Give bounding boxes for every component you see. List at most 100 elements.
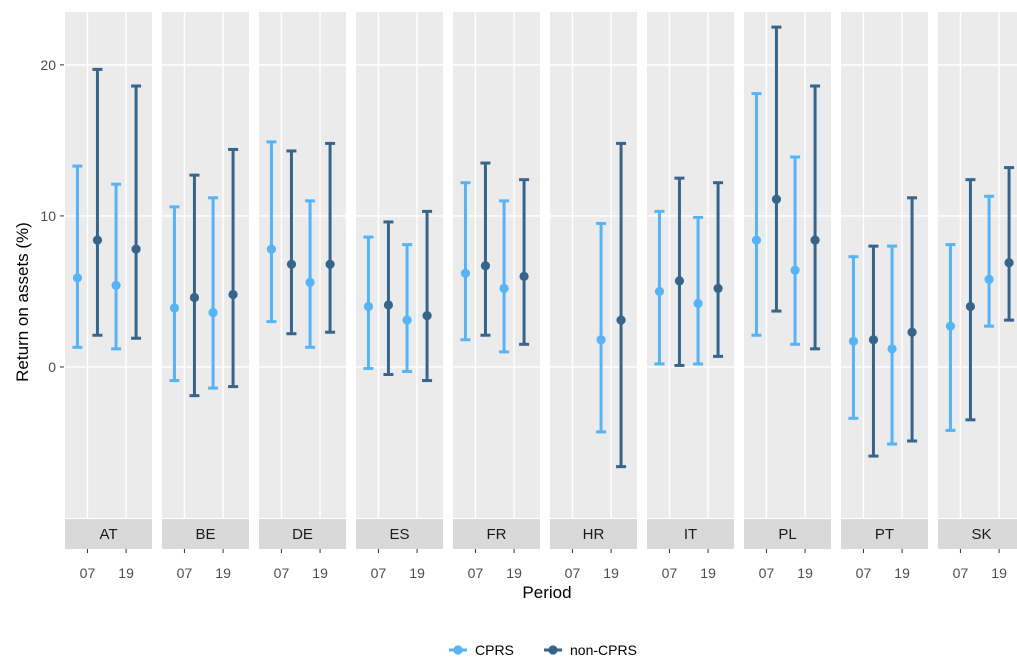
errorbar-non-cprs-19 [131,84,142,340]
mean-point [111,280,121,290]
x-tick-label: 07 [371,565,387,581]
errorbar-non-cprs-07 [868,244,879,458]
errorbar-cprs-07 [72,164,83,349]
facet-label: HR [583,526,605,543]
errorbar-cprs-19 [402,243,413,373]
errorbar-non-cprs-07 [674,176,685,367]
x-tick-label: 07 [662,565,678,581]
x-tick-label: 19 [603,565,619,581]
errorbar-non-cprs-19 [519,178,530,346]
facet-strip [841,519,928,549]
x-tick-label: 19 [991,565,1007,581]
errorbar-non-cprs-19 [616,141,627,469]
facet-panel-es: ES 07 19 [356,12,443,581]
mean-point [596,335,606,345]
legend-label: CPRS [475,642,514,658]
mean-point [654,286,665,297]
mean-point [189,292,200,303]
mean-point [1004,258,1014,268]
errorbar-non-cprs-19 [325,141,336,334]
mean-point [984,274,994,284]
errorbar-cprs-19 [887,244,898,446]
facet-label: PL [778,526,796,543]
errorbar-cprs-07 [848,255,859,420]
errorbar-cprs-19 [305,199,316,349]
mean-point [480,261,491,271]
facet-strip [647,519,734,549]
mean-point [616,315,626,325]
facet-panel-sk: SK 07 19 [938,12,1017,581]
mean-point [208,307,218,318]
errorbar-non-cprs-19 [422,209,433,383]
errorbar-non-cprs-19 [907,196,918,443]
x-tick-label: 07 [177,565,193,581]
mean-point [499,283,509,294]
errorbar-non-cprs-07 [189,173,200,398]
legend-key-point [548,645,558,655]
y-tick-label: 10 [40,208,56,224]
errorbar-cprs-19 [984,194,995,328]
x-tick-label: 19 [215,565,231,581]
facet-label: DE [292,526,313,543]
facet-panel-de: DE 07 19 [259,12,346,581]
mean-point [305,277,315,287]
facet-strip [162,519,249,549]
facet-strip [550,519,637,549]
errorbar-non-cprs-07 [92,67,103,337]
facet-panel-it: IT 07 19 [647,12,734,581]
facet-label: FR [487,526,507,543]
errorbar-cprs-07 [266,140,277,324]
facet-panel-at: AT 07 19 [65,12,152,581]
mean-point [72,273,83,283]
x-tick-label: 07 [274,565,290,581]
x-tick-label: 19 [118,565,134,581]
mean-point [286,259,297,269]
mean-point [92,235,103,245]
facet-strip [65,519,152,549]
x-tick-label: 07 [565,565,581,581]
errorbar-cprs-07 [363,235,374,370]
errorbar-non-cprs-19 [713,181,724,358]
mean-point [713,283,723,294]
x-tick-label: 07 [468,565,484,581]
mean-point [363,301,374,312]
x-tick-label: 19 [409,565,425,581]
errorbar-cprs-19 [790,155,801,346]
errorbar-cprs-07 [460,181,471,342]
legend-label: non-CPRS [570,642,637,658]
mean-point [848,336,859,346]
x-tick-label: 19 [797,565,813,581]
x-tick-label: 07 [856,565,872,581]
mean-point [402,315,412,325]
mean-point [907,327,917,337]
errorbar-cprs-19 [499,199,510,354]
facet-strip [356,519,443,549]
errorbar-non-cprs-19 [1004,166,1015,322]
x-tick-label: 07 [759,565,775,581]
mean-point [325,259,335,269]
x-axis-title: Period [522,583,571,602]
facet-strip [938,519,1017,549]
facet-panel-pl: PL 07 19 [744,12,831,581]
errorbar-non-cprs-07 [771,25,782,313]
legend-item-non-cprs: non-CPRS [544,642,637,658]
facet-label: PT [875,526,894,543]
mean-point [771,194,782,204]
x-tick-label: 19 [700,565,716,581]
mean-point [169,303,180,313]
mean-point [422,311,432,321]
mean-point [674,276,685,286]
facet-panel-fr: FR 07 19 [453,12,540,581]
mean-point [945,321,956,331]
facet-strip [744,519,831,549]
x-tick-label: 19 [894,565,910,581]
y-tick-label: 0 [48,359,56,375]
errorbar-non-cprs-19 [810,84,821,351]
x-tick-label: 07 [953,565,969,581]
legend-key-point [453,645,463,655]
errorbar-non-cprs-19 [228,147,239,389]
errorbar-cprs-07 [654,209,665,366]
mean-point [383,300,394,310]
facet-label: BE [195,526,215,543]
